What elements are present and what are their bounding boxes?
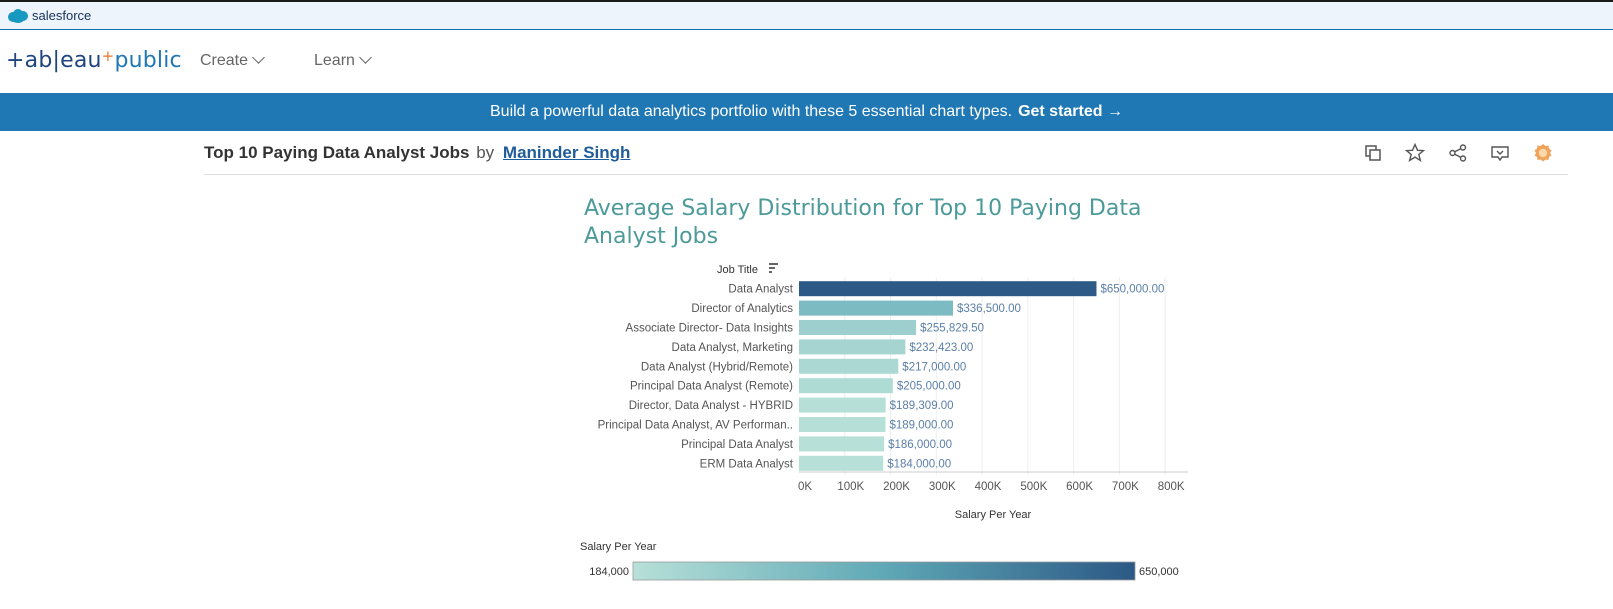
value-label: $189,309.00 [890, 400, 954, 412]
salesforce-label[interactable]: salesforce [32, 8, 92, 23]
value-label: $217,000.00 [902, 361, 966, 373]
get-started-link[interactable]: Get started → [1018, 103, 1123, 120]
copy-icon[interactable] [1363, 143, 1383, 163]
category-label: Director, Data Analyst - HYBRID [629, 400, 793, 412]
badge-icon[interactable] [1533, 143, 1553, 163]
promo-banner: Build a powerful data analytics portfoli… [0, 93, 1613, 131]
category-label: Data Analyst (Hybrid/Remote) [641, 361, 793, 373]
legend-title: Salary Per Year [580, 541, 657, 553]
share-icon[interactable] [1448, 143, 1468, 163]
tick-label: 600K [1066, 481, 1093, 493]
bar[interactable] [799, 378, 893, 394]
value-label: $336,500.00 [957, 303, 1021, 315]
tick-label: 200K [883, 481, 910, 493]
bar[interactable] [799, 300, 953, 316]
nav-learn-label: Learn [314, 52, 355, 69]
banner-text: Build a powerful data analytics portfoli… [490, 103, 1013, 120]
tick-label: 400K [975, 481, 1002, 493]
bar[interactable] [799, 397, 886, 413]
tick-label: 100K [837, 481, 864, 493]
category-label: Principal Data Analyst (Remote) [630, 381, 793, 393]
value-label: $232,423.00 [909, 342, 973, 354]
viz-title: Top 10 Paying Data Analyst Jobs [204, 143, 470, 162]
bar[interactable] [799, 436, 885, 452]
x-axis-ticks: 0K 100K 200K 300K 400K 500K 600K 700K 800K [798, 481, 1185, 493]
color-legend-bar [632, 561, 1136, 581]
bars [799, 281, 1097, 471]
bar[interactable] [799, 417, 886, 432]
bar[interactable] [799, 320, 917, 335]
download-icon[interactable] [1490, 143, 1510, 163]
category-labels: Data Analyst Director of Analytics Associa… [598, 284, 794, 471]
viz-by-label: by [476, 143, 495, 162]
nav-create[interactable]: Create [200, 51, 265, 70]
tick-label: 300K [929, 481, 956, 493]
top-nav: +ab|eau+public Create Learn [0, 30, 1613, 93]
category-label: Principal Data Analyst, AV Performan.. [598, 420, 793, 432]
category-label: Principal Data Analyst [681, 439, 794, 451]
viz-header: Top 10 Paying Data Analyst Jobs by Manin… [204, 131, 1568, 175]
category-label: Director of Analytics [691, 303, 793, 315]
salesforce-bar: salesforce [0, 0, 1613, 30]
value-label: $255,829.50 [920, 323, 984, 335]
star-icon[interactable] [1405, 143, 1425, 163]
logo-plus: + [101, 47, 115, 65]
category-label: ERM Data Analyst [700, 458, 794, 470]
category-label: Data Analyst [728, 284, 793, 296]
salesforce-cloud-icon[interactable] [7, 8, 29, 24]
value-label: $650,000.00 [1100, 284, 1164, 296]
category-label: Associate Director- Data Insights [626, 323, 794, 335]
category-axis-title: Job Title [717, 264, 758, 276]
value-label: $205,000.00 [897, 381, 961, 393]
sort-icon[interactable] [769, 263, 778, 273]
bar[interactable] [799, 281, 1097, 297]
chart-title: Average Salary Distribution for Top 10 P… [584, 196, 1142, 249]
nav-learn[interactable]: Learn [314, 51, 372, 70]
logo-text-public: public [114, 48, 182, 73]
value-labels: $650,000.00 $336,500.00 $255,829.50 $232,42… [887, 284, 1164, 471]
bar[interactable] [799, 339, 906, 355]
viz-title-row: Top 10 Paying Data Analyst Jobs by Manin… [204, 143, 630, 163]
bar[interactable] [799, 358, 899, 374]
tick-label: 0K [798, 481, 812, 493]
bar[interactable] [799, 455, 884, 471]
legend-min-label: 184,000 [589, 566, 629, 578]
logo-text-main: +ab|eau [6, 48, 102, 73]
nav-create-label: Create [200, 52, 249, 69]
value-label: $184,000.00 [887, 458, 951, 470]
legend-max-label: 650,000 [1139, 566, 1179, 578]
author-link[interactable]: Maninder Singh [502, 143, 631, 162]
category-label: Data Analyst, Marketing [672, 342, 793, 354]
value-label: $186,000.00 [888, 439, 952, 451]
tick-label: 800K [1158, 481, 1185, 493]
tick-label: 700K [1112, 481, 1139, 493]
tick-label: 500K [1020, 481, 1047, 493]
tableau-public-logo[interactable]: +ab|eau+public [6, 47, 182, 73]
x-axis-title: Salary Per Year [955, 509, 1032, 521]
value-label: $189,000.00 [889, 420, 953, 432]
